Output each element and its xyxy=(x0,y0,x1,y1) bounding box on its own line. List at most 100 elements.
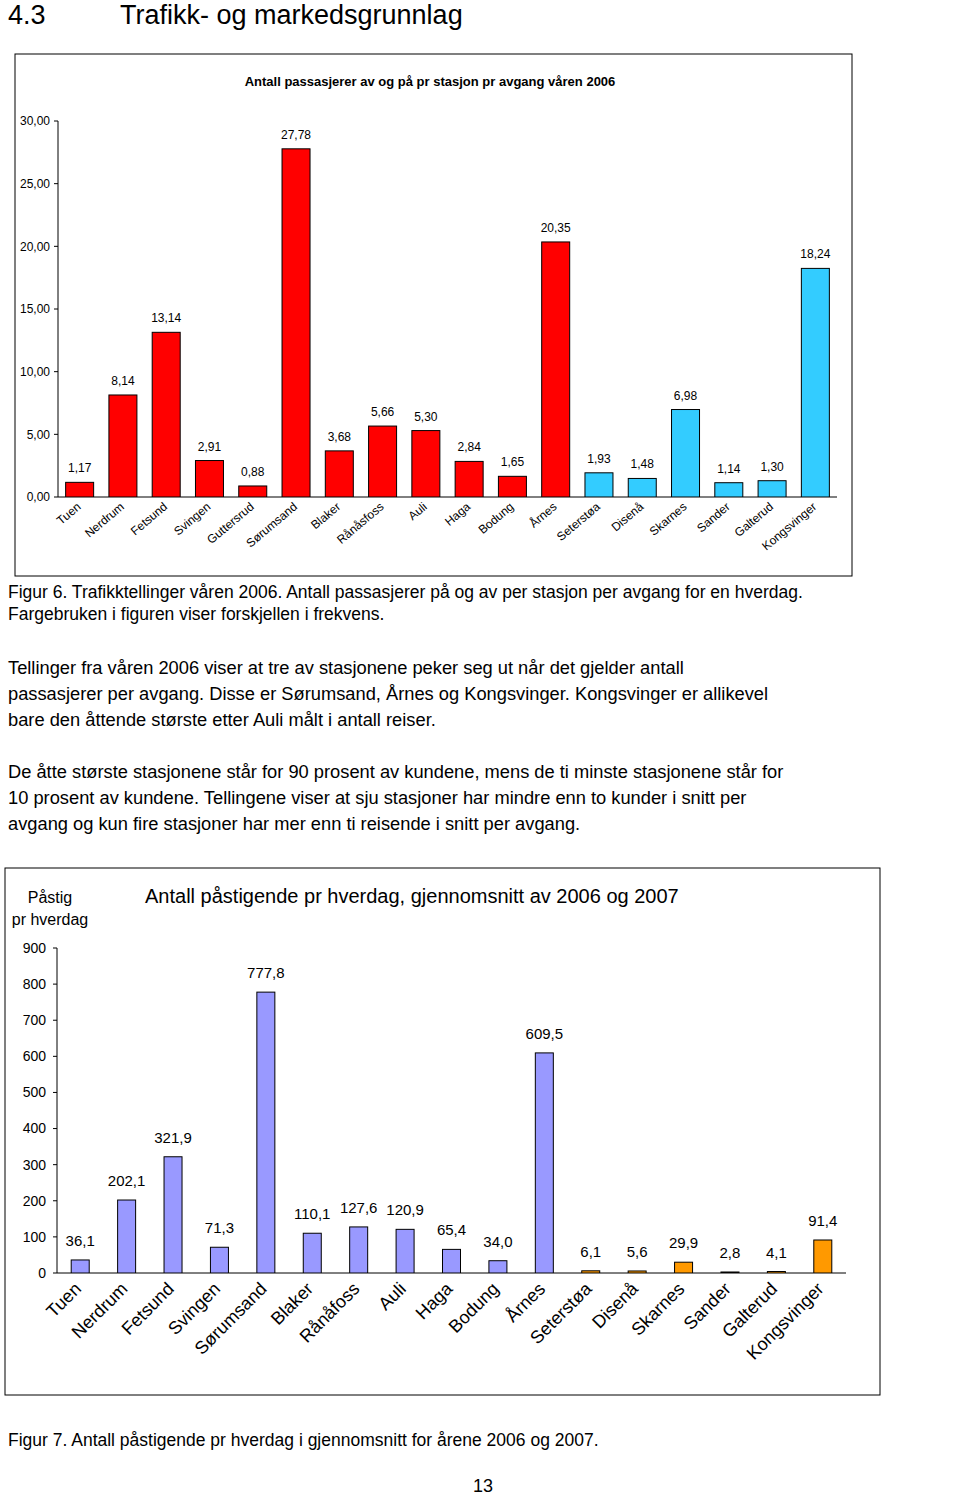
data-label: 1,14 xyxy=(717,462,741,476)
bar xyxy=(152,332,180,497)
heading-title: Trafikk- og markedsgrunnlag xyxy=(120,0,463,30)
data-label: 1,65 xyxy=(501,455,525,469)
y-tick-label: 600 xyxy=(23,1048,47,1064)
bar xyxy=(71,1260,89,1273)
bar xyxy=(396,1229,414,1273)
bar xyxy=(535,1053,553,1273)
x-tick-label: Tuen xyxy=(42,1279,85,1322)
y-tick-label: 200 xyxy=(23,1193,47,1209)
bar xyxy=(210,1247,228,1273)
y-tick-label: 100 xyxy=(23,1229,47,1245)
y-tick xyxy=(53,1056,57,1057)
bar xyxy=(412,431,440,497)
y-tick xyxy=(53,1092,57,1093)
x-tick-label: Årnes xyxy=(526,499,560,531)
bar xyxy=(721,1272,739,1273)
x-tick-label: Nerdrum xyxy=(82,500,127,541)
y-tick-label: 700 xyxy=(23,1012,47,1028)
x-tick-label: Tuen xyxy=(54,500,84,528)
x-tick-label: Rånåfoss xyxy=(296,1279,364,1347)
bar xyxy=(257,992,275,1273)
y-axis-line xyxy=(57,948,58,1273)
x-tick-label: Auli xyxy=(375,1279,410,1314)
data-label: 6,98 xyxy=(674,389,698,403)
y-tick xyxy=(54,497,58,498)
x-tick-label: Kongsvinger xyxy=(759,500,819,554)
paragraph-line: 10 prosent av kundene. Tellingene viser … xyxy=(8,787,746,808)
x-tick-label: Rånåsfoss xyxy=(334,500,386,547)
bar xyxy=(455,461,483,497)
paragraph-line: avgang og kun fire stasjoner har mer enn… xyxy=(8,813,580,834)
bar xyxy=(303,1233,321,1273)
bar xyxy=(672,410,700,497)
data-label: 5,30 xyxy=(414,410,438,424)
data-label: 29,9 xyxy=(669,1234,698,1251)
y-axis-label: Påstig xyxy=(28,889,72,906)
data-label: 609,5 xyxy=(526,1025,564,1042)
bar xyxy=(489,1261,507,1273)
y-tick xyxy=(53,1236,57,1237)
data-label: 20,35 xyxy=(541,221,571,235)
data-label: 202,1 xyxy=(108,1172,146,1189)
data-label: 321,9 xyxy=(154,1129,192,1146)
bar xyxy=(164,1157,182,1273)
y-tick xyxy=(54,371,58,372)
y-tick-label: 10,00 xyxy=(20,365,50,379)
data-label: 2,84 xyxy=(457,440,481,454)
paragraph-line: passasjerer per avgang. Disse er Sørumsa… xyxy=(8,683,768,704)
x-tick-label: Skarnes xyxy=(647,500,690,539)
x-tick-label: Skarnes xyxy=(628,1279,689,1340)
x-tick-label: Blaker xyxy=(308,500,343,533)
y-tick-label: 500 xyxy=(23,1084,47,1100)
data-label: 5,66 xyxy=(371,405,395,419)
y-tick xyxy=(53,984,57,985)
x-tick-label: Bodung xyxy=(476,500,517,537)
y-tick xyxy=(54,183,58,184)
x-tick-label: Sørumsand xyxy=(243,500,300,551)
paragraph-line: bare den åttende største etter Auli målt… xyxy=(8,709,436,730)
x-tick-label: Nerdrum xyxy=(68,1279,132,1343)
chart-title: Antall passasjerer av og på pr stasjon p… xyxy=(245,74,616,89)
page-number: 13 xyxy=(473,1476,493,1496)
chart-frame xyxy=(15,54,852,576)
data-label: 777,8 xyxy=(247,964,285,981)
bar xyxy=(628,1271,646,1273)
paragraph-line: De åtte største stasjonene står for 90 p… xyxy=(8,761,783,782)
bars xyxy=(71,992,832,1273)
bar xyxy=(585,473,613,497)
chart: Antall påstigende pr hverdag, gjennomsni… xyxy=(5,868,880,1395)
y-tick-label: 20,00 xyxy=(20,240,50,254)
bar xyxy=(282,149,310,497)
y-tick xyxy=(53,1200,57,1201)
data-label: 110,1 xyxy=(294,1205,330,1222)
x-tick-label: Haga xyxy=(442,499,473,528)
page: 4.3 Trafikk- og markedsgrunnlag Antall pas… xyxy=(0,0,960,1499)
y-tick-label: 25,00 xyxy=(20,177,50,191)
bar xyxy=(195,461,223,497)
chart: Antall passasjerer av og på pr stasjon p… xyxy=(15,54,852,576)
x-tick-label: Sander xyxy=(694,500,733,536)
y-tick-label: 800 xyxy=(23,976,47,992)
y-tick xyxy=(53,1128,57,1129)
bar xyxy=(66,482,94,497)
bar xyxy=(582,1271,600,1273)
data-label: 0,88 xyxy=(241,465,265,479)
heading-number: 4.3 xyxy=(8,0,46,30)
y-tick-label: 900 xyxy=(23,940,47,956)
bar xyxy=(628,478,656,497)
bar xyxy=(325,451,353,497)
bar xyxy=(715,483,743,497)
caption: Figur 7. Antall påstigende pr hverdag i … xyxy=(8,1430,599,1450)
y-tick-label: 300 xyxy=(23,1157,47,1173)
data-label: 27,78 xyxy=(281,128,311,142)
bar xyxy=(118,1200,136,1273)
y-tick-label: 400 xyxy=(23,1120,47,1136)
bar xyxy=(369,426,397,497)
data-label: 91,4 xyxy=(808,1212,837,1229)
y-tick xyxy=(54,309,58,310)
caption: Fargebruken i figuren viser forskjellen … xyxy=(8,604,384,624)
data-label: 5,6 xyxy=(627,1243,648,1260)
bar xyxy=(675,1262,693,1273)
y-tick xyxy=(53,948,57,949)
x-tick-label: Fetsund xyxy=(128,500,170,539)
